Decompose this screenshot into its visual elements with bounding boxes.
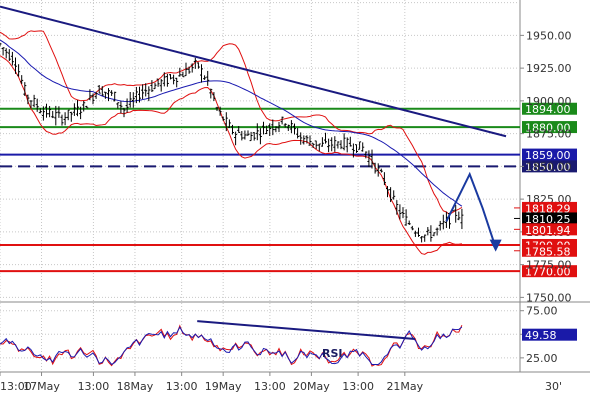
price-tag: [522, 201, 577, 214]
resistance-trendline: [0, 5, 507, 138]
price-tick-label: 1950.00: [526, 29, 572, 42]
bollinger-bands: [0, 30, 463, 255]
time-tick-label: 17May: [23, 380, 60, 393]
price-axis: 1894.001880.001859.001850.001790.001770.…: [514, 29, 577, 304]
price-tag-label: 1785.58: [525, 245, 571, 258]
price-tick-label: 1925.00: [526, 62, 572, 75]
level-label: 1770.00: [525, 266, 571, 279]
price-tick-label: 1850.00: [526, 160, 572, 173]
price-tag-label: 1801.94: [525, 224, 571, 237]
time-tick-label: 13:00: [254, 380, 286, 393]
level-label: 1859.00: [525, 149, 571, 162]
level-tag: [522, 160, 577, 173]
level-tag: [522, 102, 577, 115]
price-tag: [522, 212, 577, 225]
bollinger-upper: [0, 30, 463, 216]
time-tick-label: 19May: [205, 380, 242, 393]
trendlines: [0, 5, 507, 252]
price-tag-label: 1810.25: [525, 213, 571, 226]
price-tick-label: 1875.00: [526, 128, 572, 141]
price-tick-label: 1900.00: [526, 95, 572, 108]
time-tick-label: 13:00: [78, 380, 110, 393]
rsi-signal-line: [0, 324, 463, 367]
level-tag: [522, 265, 577, 278]
rsi-label: RSI: [322, 347, 343, 360]
time-tick-label: 13:00: [0, 380, 32, 393]
price-tag-label: 1818.29: [525, 202, 571, 215]
rsi-tick-label: 25.00: [526, 352, 558, 365]
time-tick-label: 18May: [117, 380, 154, 393]
level-tag: [522, 148, 577, 161]
rsi-tick-label: 75.00: [526, 305, 558, 318]
candles: [0, 42, 464, 243]
grid-lines: [0, 0, 590, 373]
rsi-value-label: 49.58: [525, 329, 557, 342]
rsi-trendline: [197, 320, 416, 340]
time-tick-label: 13:00: [342, 380, 374, 393]
price-tick-label: 1750.00: [526, 291, 572, 304]
level-tag: [522, 121, 577, 134]
price-tag: [522, 244, 577, 257]
price-tag: [522, 223, 577, 236]
level-label: 1894.00: [525, 103, 571, 116]
time-tick-label: 13:00: [166, 380, 198, 393]
moving-average: [0, 39, 463, 207]
time-tick-label: 20May: [293, 380, 330, 393]
level-label: 1880.00: [525, 122, 571, 135]
rsi-value-tag: [522, 328, 577, 341]
horizontal-levels: [0, 107, 520, 273]
rsi-line: [0, 326, 463, 366]
projection-arrow: [445, 171, 497, 248]
arrow-head: [489, 239, 502, 252]
timeframe-label: 30': [545, 380, 562, 393]
time-tick-label: 21May: [386, 380, 423, 393]
bollinger-lower: [0, 55, 462, 255]
price-tick-label: 1775.00: [526, 259, 572, 272]
level-label: 1850.00: [525, 161, 571, 174]
